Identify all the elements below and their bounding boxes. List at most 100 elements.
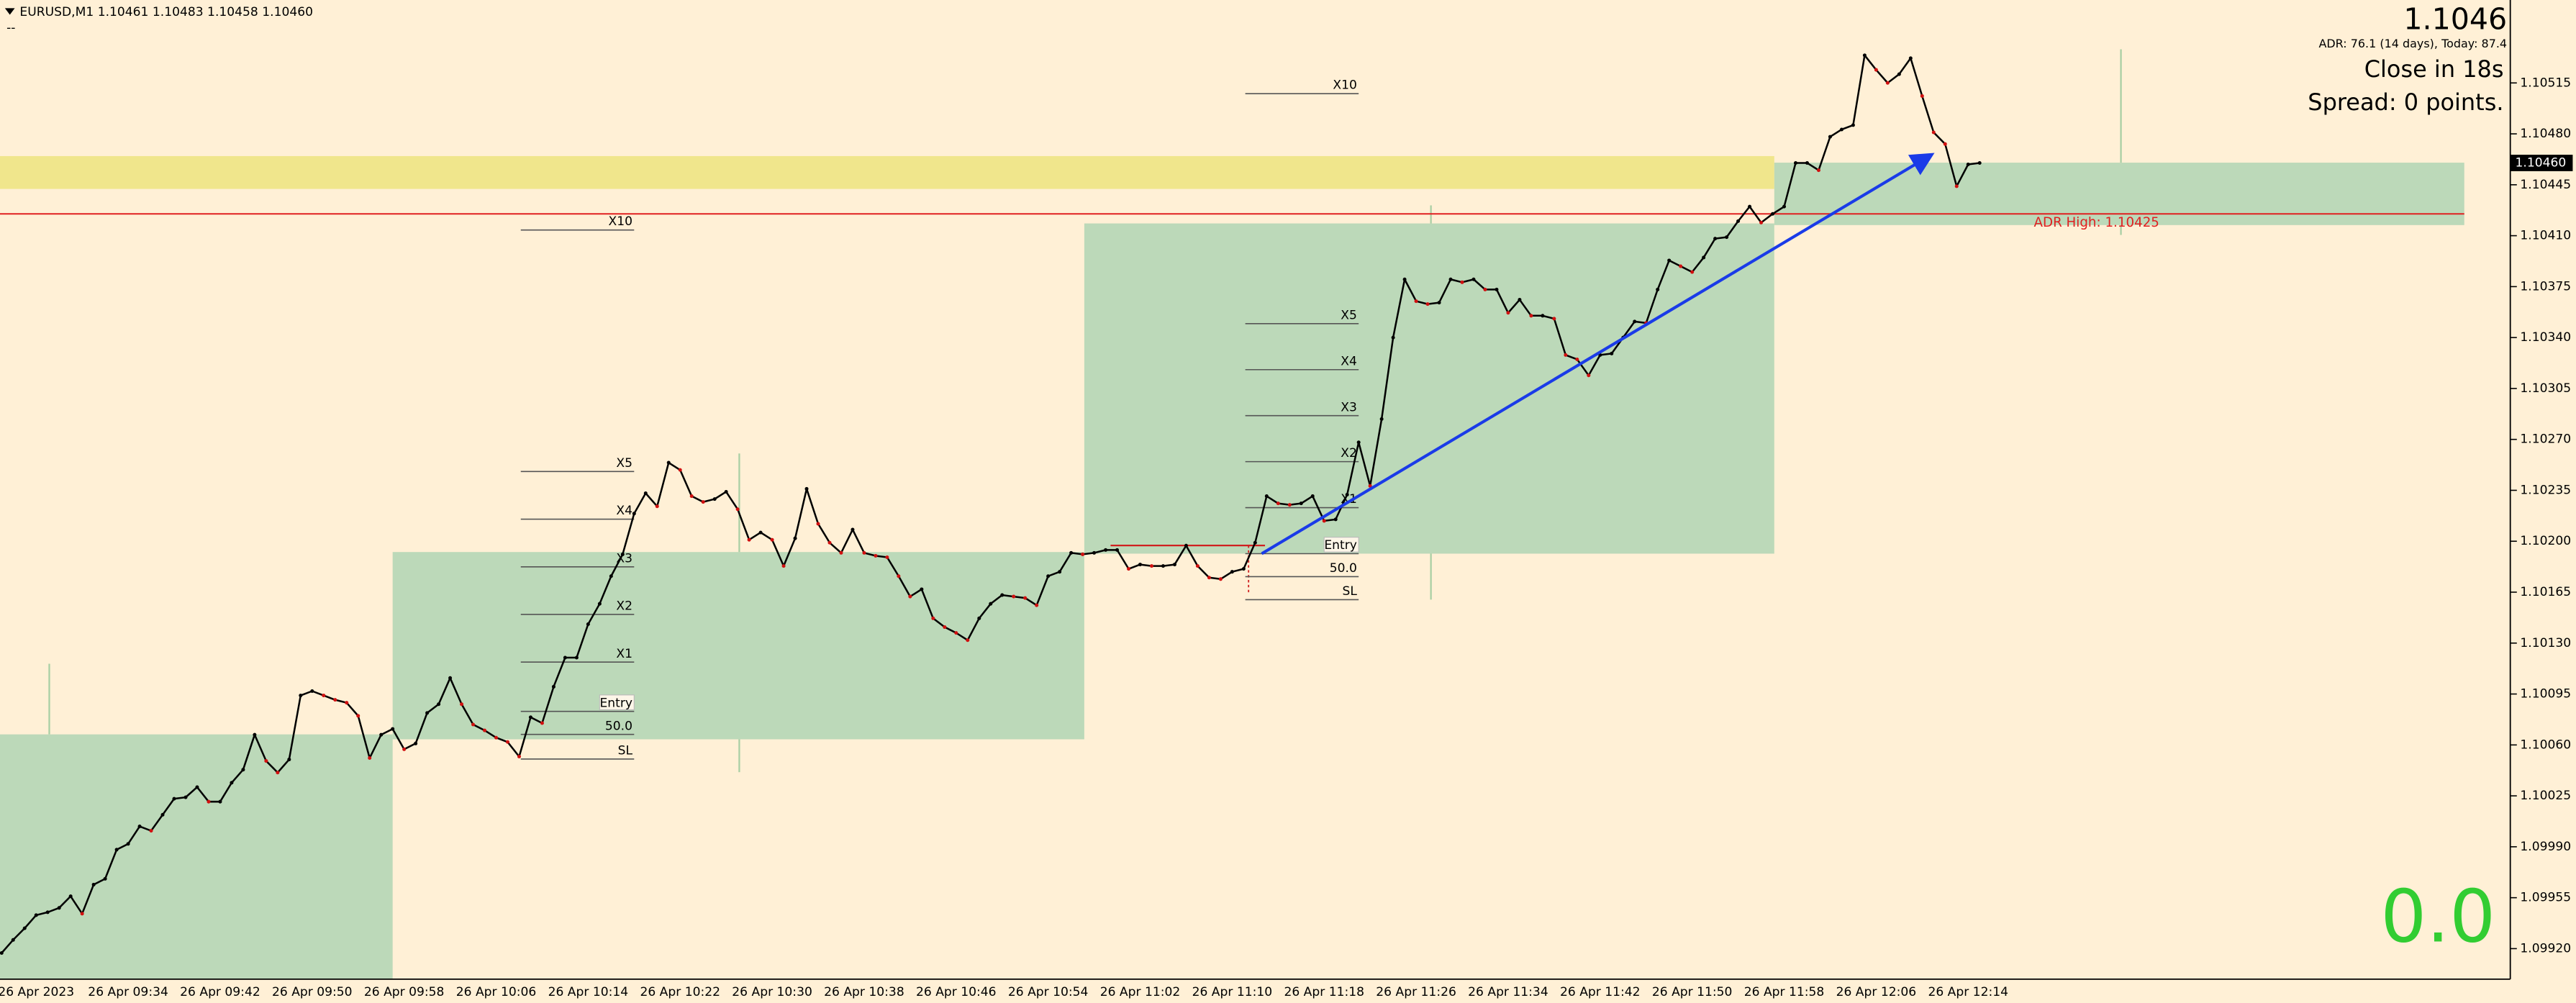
price-dot [1207,576,1211,580]
x-tick-label: 26 Apr 2023 [0,985,74,999]
price-dot [804,486,809,491]
price-dot [862,550,866,555]
price-dot [839,550,843,555]
price-dot [689,494,694,499]
y-tick-label: 1.10410 [2520,229,2571,243]
price-dot [1977,160,1982,165]
price-dot [931,616,935,620]
price-dot [1460,280,1464,284]
level-label: X2 [1341,446,1357,460]
level-label: X3 [616,551,632,566]
price-dot [1000,593,1004,597]
price-dot [989,602,993,606]
price-dot [1851,123,1855,127]
price-dot [781,564,786,568]
zone-yellow [0,155,1774,189]
y-tick-label: 1.10235 [2520,483,2571,497]
price-dot [195,785,199,789]
price-marker-label: 1.10460 [2516,155,2567,170]
price-dot [183,795,188,799]
entry-box [599,694,635,710]
price-dot [954,631,958,635]
price-dot [91,882,96,886]
y-tick-label: 1.09920 [2520,941,2571,956]
price-dot [137,825,142,829]
price-dot [1793,160,1798,165]
price-dot [1541,314,1545,318]
price-dot [1471,277,1476,281]
level-label: X4 [616,504,632,518]
price-dot [724,489,728,494]
price-dot [230,781,234,785]
trend-arrow [1261,153,1935,555]
x-tick-label: 26 Apr 12:14 [1928,985,2008,999]
x-tick-label: 26 Apr 09:58 [364,985,445,999]
price-dot [253,732,257,737]
x-tick-label: 26 Apr 11:42 [1560,985,1641,999]
price-dot [1897,72,1901,76]
x-tick-label: 26 Apr 11:50 [1652,985,1733,999]
price-dot [1782,204,1787,209]
price-dot [494,735,499,740]
price-dot [632,512,636,516]
price-dot [1725,235,1729,240]
x-tick-label: 26 Apr 09:34 [88,985,168,999]
price-dot [1495,287,1499,291]
price-dot [747,537,751,542]
y-tick-label: 1.10480 [2520,127,2571,141]
price-dot [1230,570,1234,574]
price-dot [22,926,27,930]
y-tick-label: 1.10200 [2520,534,2571,548]
zone [0,734,393,979]
price-dot [1012,594,1016,599]
price-dot [264,759,268,763]
level-label: X3 [1341,400,1357,414]
price-dot [528,715,532,720]
price-dot [1092,550,1097,555]
price-dot [1081,552,1085,556]
price-dot [712,497,717,502]
price-dot [1115,548,1120,552]
price-dot [793,536,797,540]
price-dot [1402,277,1407,281]
zone [392,552,1084,740]
price-dot [701,500,705,504]
info-close: Close in 18s [2364,55,2504,83]
y-tick-label: 1.10025 [2520,789,2571,803]
level-label: SL [1342,584,1357,599]
price-dot [1564,353,1568,357]
price-dot [977,616,981,620]
price-dot [1195,564,1199,568]
price-dot [1425,302,1430,307]
x-tick-label: 26 Apr 11:58 [1744,985,1825,999]
level-label: X2 [616,599,632,614]
price-dot [1310,494,1315,499]
level-label: X5 [616,456,632,471]
price-dot [1610,351,1614,355]
price-dot [1138,563,1143,567]
price-dot [149,829,153,833]
price-dot [1264,494,1269,499]
price-dot [160,812,165,817]
price-dot [1943,142,1947,146]
price-dot [758,530,763,535]
y-tick-label: 1.10340 [2520,330,2571,345]
price-dot [574,655,579,660]
price-dot [540,721,544,725]
price-dot [1656,287,1660,291]
price-dot [45,910,50,914]
info-spread: Spread: 0 points. [2308,88,2503,116]
x-tick-label: 26 Apr 10:46 [916,985,997,999]
price-dot [563,655,567,660]
zones [0,49,2464,979]
price-dot [735,507,740,512]
price-dot [114,848,119,852]
price-dot [1046,574,1051,578]
entry-box [1323,537,1359,553]
price-dot [1391,335,1395,340]
price-dot [1058,570,1062,574]
price-dot [816,522,820,526]
price-dot [356,714,360,718]
price-dot [1966,162,1970,167]
